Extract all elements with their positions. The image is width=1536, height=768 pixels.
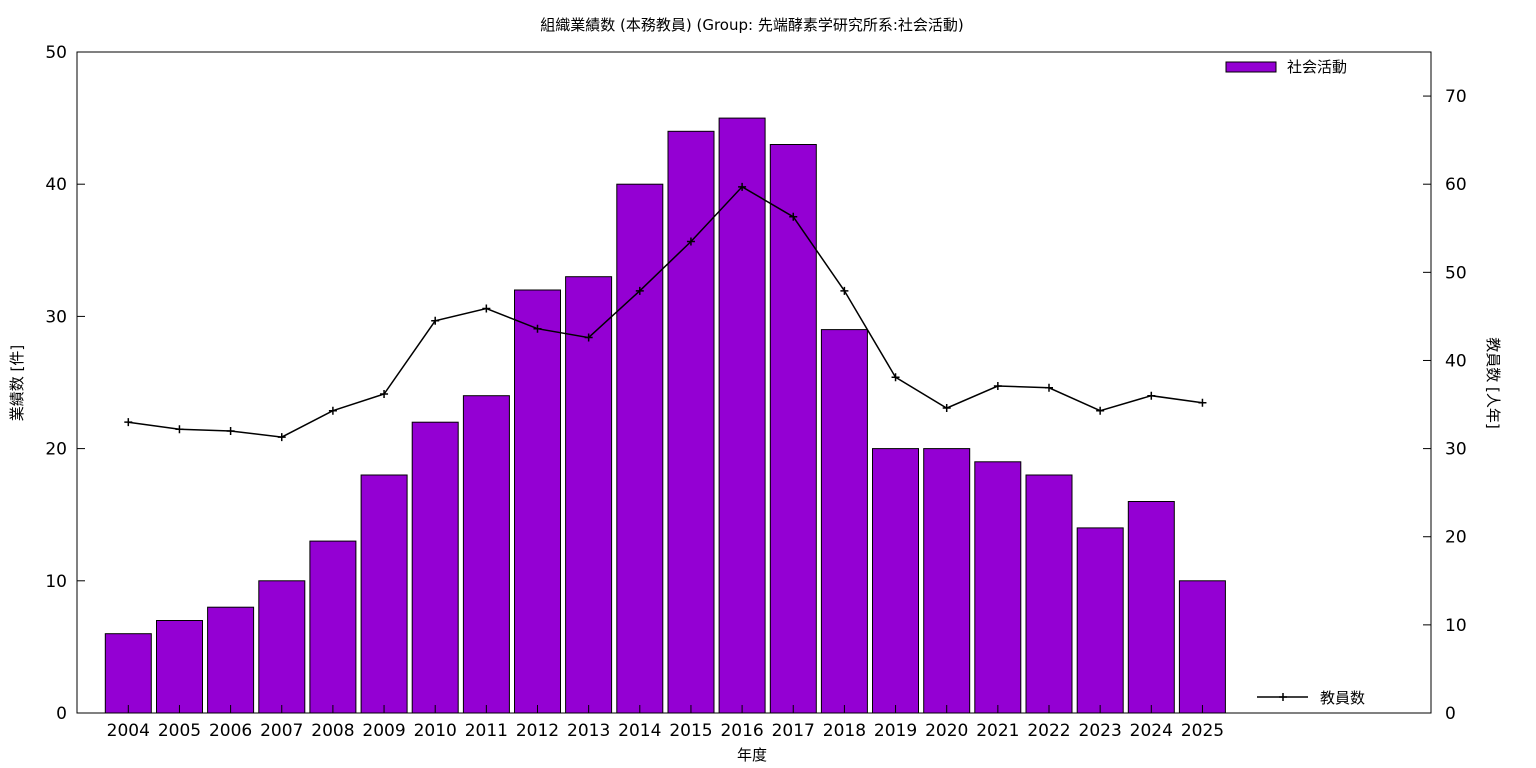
bar: [1178, 580, 1226, 714]
bar: [1076, 527, 1124, 714]
x-tick-label: 2014: [618, 721, 661, 741]
line-point: [226, 426, 235, 435]
bar: [923, 448, 971, 714]
y2-tick-label: 70: [1445, 87, 1467, 107]
x-tick-label: 2011: [465, 721, 508, 741]
y-tick-label: 40: [45, 175, 67, 195]
y2-tick-label: 0: [1445, 704, 1456, 724]
legend-label-line: 教員数: [1320, 689, 1365, 707]
line-point: [686, 237, 695, 246]
bar: [565, 276, 613, 714]
bar: [156, 620, 203, 714]
y2-axis-label: 教員数 [人年]: [1484, 337, 1502, 428]
plot-frame: [76, 51, 1432, 714]
y-axis-label: 業績数 [件]: [8, 345, 26, 421]
bar: [514, 289, 561, 714]
bar: [872, 448, 919, 714]
bar: [667, 130, 715, 714]
line-point: [124, 418, 133, 427]
x-tick-label: 2024: [1130, 721, 1173, 741]
line-point: [431, 316, 440, 325]
x-tick-label: 2012: [516, 721, 559, 741]
line-point: [380, 389, 389, 398]
bar: [104, 633, 152, 714]
x-tick-label: 2007: [260, 721, 303, 741]
line-series: [124, 182, 1207, 442]
bar: [411, 421, 459, 714]
line-point: [277, 433, 286, 442]
y-tick-label: 20: [45, 440, 67, 460]
y-tick-label: 0: [56, 704, 67, 724]
x-tick-label: 2013: [567, 721, 610, 741]
bar: [769, 144, 817, 714]
x-tick-label: 2005: [158, 721, 201, 741]
bar: [974, 461, 1022, 714]
line-point: [840, 286, 849, 295]
line-point: [328, 406, 337, 415]
line-point: [1045, 383, 1053, 392]
line-point: [738, 182, 747, 191]
y-tick-label: 30: [45, 307, 67, 327]
legend-swatch-bar: [1225, 61, 1277, 73]
x-tick-label: 2009: [362, 721, 405, 741]
y2-tick-label: 50: [1445, 263, 1467, 283]
y-tick-label: 10: [45, 572, 67, 592]
bar: [360, 474, 408, 714]
y2-tick-label: 60: [1445, 175, 1467, 195]
x-tick-label: 2010: [414, 721, 457, 741]
line-point: [584, 333, 593, 342]
y2-tick-label: 20: [1445, 528, 1467, 548]
x-axis-label: 年度: [737, 746, 767, 764]
bar: [820, 329, 868, 714]
y-axis-right: 0 10 20 30 40 50 60 70: [1423, 87, 1467, 724]
x-tick-label: 2021: [976, 721, 1019, 741]
line-point: [1198, 398, 1207, 407]
x-tick-label: 2006: [209, 721, 252, 741]
x-tick-label: 2023: [1079, 721, 1122, 741]
bar: [207, 606, 255, 714]
y-tick-label: 50: [45, 43, 67, 63]
chart-title: 組織業績数 (本務教員) (Group: 先端酵素学研究所系:社会活動): [540, 16, 964, 34]
line-point: [1096, 406, 1105, 415]
y-axis-left: 0 10 20 30 40 50: [45, 43, 85, 724]
legend-swatch-marker: [1279, 693, 1287, 701]
line-point: [993, 382, 1002, 391]
line-point: [942, 404, 951, 413]
bar: [718, 117, 766, 714]
x-tick-label: 2004: [107, 721, 150, 741]
bar: [1025, 474, 1073, 714]
x-tick-label: 2016: [720, 721, 763, 741]
bar: [616, 183, 664, 714]
line-point: [635, 286, 644, 295]
line-point: [533, 324, 542, 333]
bar: [462, 395, 510, 714]
bar: [309, 540, 357, 714]
x-tick-label: 2020: [925, 721, 968, 741]
bar: [1127, 501, 1175, 714]
x-tick-label: 2008: [311, 721, 354, 741]
line-path: [128, 185, 1203, 438]
x-tick-label: 2019: [874, 721, 917, 741]
line-point: [482, 304, 491, 313]
line-point: [789, 212, 798, 221]
line-point: [891, 373, 900, 382]
x-tick-label: 2018: [823, 721, 866, 741]
bar: [258, 580, 306, 714]
y2-tick-label: 30: [1445, 440, 1467, 460]
line-point: [1147, 391, 1156, 400]
x-axis: 2004 2005 2006 2007 2008 2009 2010 2011 2012 2013…: [107, 705, 1224, 741]
legend-label-bar: 社会活動: [1287, 58, 1347, 76]
y2-tick-label: 10: [1445, 616, 1467, 636]
x-tick-label: 2025: [1181, 721, 1224, 741]
x-tick-label: 2015: [669, 721, 712, 741]
y2-tick-label: 40: [1445, 351, 1467, 371]
x-tick-label: 2017: [772, 721, 815, 741]
line-point: [175, 425, 184, 434]
bar-series: [104, 117, 1226, 714]
x-tick-label: 2022: [1027, 721, 1070, 741]
